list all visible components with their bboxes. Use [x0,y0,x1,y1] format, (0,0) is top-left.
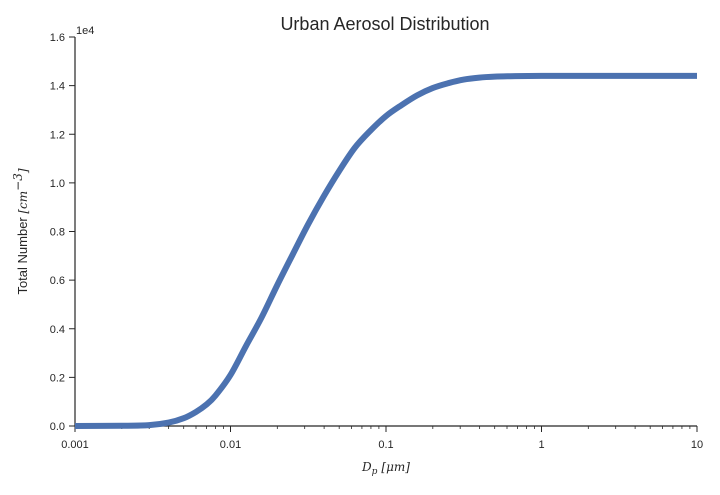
y-label-text: Total Number [15,214,30,295]
y-tick-label: 1.4 [50,81,65,93]
x-label-subscript: p [372,467,378,477]
y-tick-label: 1.6 [50,32,65,44]
x-tick-label: 1 [538,439,544,451]
chart-title: Urban Aerosol Distribution [280,14,489,34]
y-tick-label: 1.2 [50,129,65,141]
y-tick-label: 0.0 [50,421,65,433]
y-tick-label: 0.4 [50,324,65,336]
y-axis-label: Total Number [cm−3] [11,168,30,294]
x-axis-ticks: 0.001 0.01 0.1 1 10 [61,426,703,451]
y-tick-label: 0.2 [50,372,65,384]
x-tick-label: 0.1 [378,439,393,451]
x-tick-label: 0.001 [61,439,89,451]
y-tick-label: 0.8 [50,227,65,239]
y-axis-ticks: 0.0 0.2 0.4 0.6 0.8 1.0 1.2 1.4 1.6 [50,32,75,433]
series-line-0 [74,72,697,429]
y-tick-label: 1.0 [50,178,65,190]
series-group [74,72,697,429]
axes [74,37,697,427]
x-label-symbol: D [361,460,372,474]
x-tick-label: 10 [691,439,703,451]
x-axis-label: Dp [μm] [361,460,410,477]
y-label-exponent: −3 [11,173,25,191]
y-label-unit-close: ] [16,168,30,174]
y-label-unit: [cm [16,191,30,214]
y-axis-offset-label: 1e4 [76,25,94,37]
y-tick-label: 0.6 [50,275,65,287]
x-tick-label: 0.01 [220,439,241,451]
x-label-unit: [μm] [381,460,410,474]
